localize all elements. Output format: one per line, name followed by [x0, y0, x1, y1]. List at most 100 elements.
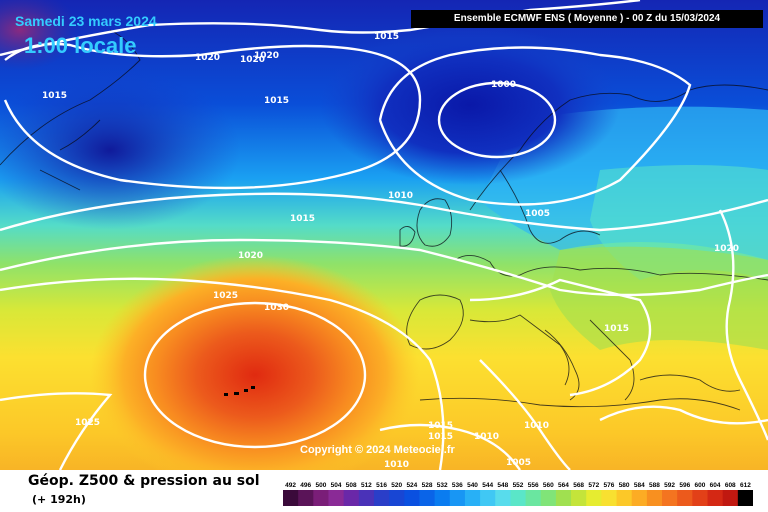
legend-value-label: 508	[346, 482, 357, 489]
legend-color-swatch	[616, 490, 633, 506]
legend-value-label: 528	[422, 482, 433, 489]
legend-color-swatch	[495, 490, 511, 506]
legend-value-label: 572	[588, 482, 599, 489]
height-band-green-east	[550, 246, 768, 350]
model-run-banner: Ensemble ECMWF ENS ( Moyenne ) - 00 Z du…	[411, 10, 763, 28]
isobar-label: 1010	[524, 421, 549, 431]
isobar-label: 1025	[75, 418, 100, 428]
isobar-label: 1030	[264, 303, 289, 313]
isobar-label: 1000	[491, 80, 516, 90]
isobar-label: 1005	[506, 458, 531, 468]
legend-value-label: 552	[513, 482, 524, 489]
legend-color-swatch	[737, 490, 753, 506]
legend-color-swatch	[677, 490, 693, 506]
forecast-time: 1:00 locale	[24, 33, 137, 58]
isobar-label: 1020	[195, 53, 220, 63]
legend-color-swatch	[540, 490, 557, 506]
forecast-range: (+ 192h)	[32, 493, 86, 506]
legend-color-swatch	[692, 490, 709, 506]
isobar-label: 1010	[474, 432, 499, 442]
isobar-label: 1015	[264, 96, 289, 106]
legend-value-label: 524	[406, 482, 417, 489]
legend-color-swatch	[283, 490, 299, 506]
legend-color-swatch	[343, 490, 360, 506]
legend-value-label: 576	[604, 482, 615, 489]
isobar-label: 1020	[254, 51, 279, 61]
canary-islands	[224, 386, 255, 396]
legend-value-label: 612	[740, 482, 751, 489]
isobar-label: 1020	[240, 55, 265, 65]
legend-color-swatch	[313, 490, 329, 506]
color-scale-legend: 492 496 500 504 508 512 516 520 524 528 532 536 540 5…	[283, 482, 753, 506]
legend-color-swatch	[722, 490, 739, 506]
legend-value-label: 588	[649, 482, 660, 489]
isobar-label: 1020	[714, 244, 739, 254]
coastlines	[0, 29, 768, 411]
isobar-label: 1015	[428, 421, 453, 431]
legend-value-label: 504	[331, 482, 342, 489]
copyright-notice: Copyright © 2024 Meteociel.fr	[300, 444, 455, 456]
legend-value-label: 500	[315, 482, 326, 489]
legend-color-swatch	[434, 490, 451, 506]
legend-value-label: 608	[725, 482, 736, 489]
legend-color-swatch	[586, 490, 602, 506]
low-core-west	[0, 70, 240, 230]
isobar-label: 1015	[374, 32, 399, 42]
subtropical-high-core	[90, 255, 420, 495]
legend-value-label: 604	[710, 482, 721, 489]
legend-color-swatch	[298, 490, 314, 506]
legend-value-label: 580	[619, 482, 630, 489]
legend-color-swatch	[328, 490, 345, 506]
legend-color-swatch	[419, 490, 436, 506]
legend-color-swatch	[707, 490, 724, 506]
forecast-date: Samedi 23 mars 2024	[15, 13, 157, 29]
legend-color-swatch	[555, 490, 572, 506]
legend-value-label: 520	[391, 482, 402, 489]
legend-color-swatch	[662, 490, 678, 506]
legend-color-swatch	[449, 490, 466, 506]
legend-value-label: 592	[664, 482, 675, 489]
legend-value-label: 568	[573, 482, 584, 489]
isobar-label: 1015	[290, 214, 315, 224]
legend-value-label: 512	[361, 482, 372, 489]
low-core-north	[320, 25, 620, 185]
legend-color-swatch	[464, 490, 481, 506]
legend-color-swatch	[646, 490, 663, 506]
isobars	[0, 0, 768, 470]
isobar-label: 1005	[525, 209, 550, 219]
isobar-label: 1025	[213, 291, 238, 301]
legend-value-label: 536	[452, 482, 463, 489]
map-title: Géop. Z500 & pression au sol	[28, 473, 260, 489]
legend-value-label: 556	[528, 482, 539, 489]
legend-color-swatch	[480, 490, 496, 506]
legend-color-swatch	[571, 490, 587, 506]
isobar-label: 1020	[238, 251, 263, 261]
legend-color-swatch	[601, 490, 618, 506]
isobar-label: 1010	[388, 191, 413, 201]
legend-value-label: 564	[558, 482, 569, 489]
low-core-greenland	[0, 0, 80, 70]
legend-color-swatch	[525, 490, 542, 506]
legend-color-swatch	[358, 490, 375, 506]
legend-value-label: 540	[467, 482, 478, 489]
isobar-label: 1015	[42, 91, 67, 101]
legend-value-label: 548	[497, 482, 508, 489]
isobar-label: 1015	[604, 324, 629, 334]
legend-value-label: 560	[543, 482, 554, 489]
legend-value-label: 532	[437, 482, 448, 489]
legend-color-swatch	[389, 490, 405, 506]
legend-color-swatch	[510, 490, 527, 506]
legend-value-label: 516	[376, 482, 387, 489]
legend-value-label: 600	[695, 482, 706, 489]
legend-value-label: 492	[285, 482, 296, 489]
legend-color-swatch	[404, 490, 420, 506]
legend-value-label: 596	[679, 482, 690, 489]
isobar-label: 1015	[428, 432, 453, 442]
legend-value-label: 584	[634, 482, 645, 489]
isobar-label: 1010	[384, 460, 409, 470]
legend-value-label: 544	[482, 482, 493, 489]
legend-color-swatch	[373, 490, 390, 506]
legend-color-swatch	[631, 490, 648, 506]
legend-value-label: 496	[300, 482, 311, 489]
